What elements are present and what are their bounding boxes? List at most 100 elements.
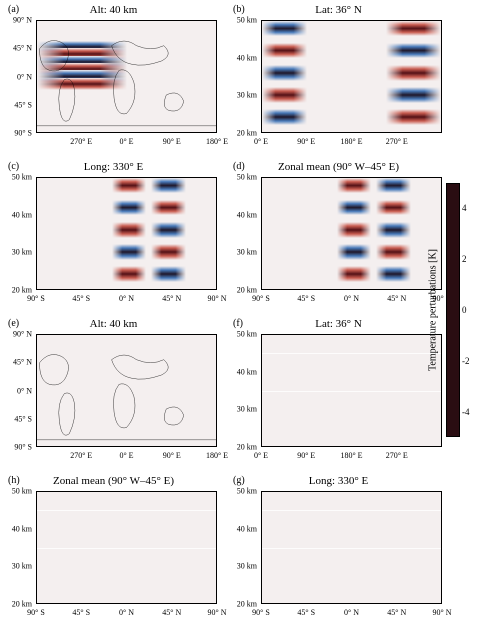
- wave-band: [151, 222, 186, 238]
- x-tick: 90° N: [208, 294, 227, 303]
- y-tick: 50 km: [12, 487, 32, 496]
- ref-line: [262, 510, 441, 511]
- wave-band: [386, 21, 441, 37]
- wave-band: [112, 244, 147, 260]
- x-tick: 90° E: [163, 451, 181, 460]
- wave-band: [151, 200, 186, 216]
- x-tick: 180° E: [340, 451, 362, 460]
- x-tick: 0° N: [344, 608, 359, 617]
- panel-title: Long: 330° E: [231, 475, 446, 487]
- wave-band: [386, 87, 441, 103]
- y-tick: 50 km: [237, 487, 257, 496]
- panel-title: Lat: 36° N: [231, 318, 446, 330]
- ref-line: [37, 510, 216, 511]
- y-tick: 40 km: [12, 210, 32, 219]
- figure-grid: (a)Alt: 40 km 90° S45° S0° N45° N90° N27…: [6, 4, 446, 622]
- panel-e: (e)Alt: 40 km 90° S45° S0° N45° N90° N27…: [6, 318, 221, 465]
- y-tick: 90° N: [13, 16, 32, 25]
- y-ticks: 20 km30 km40 km50 km: [231, 20, 259, 133]
- y-tick: 40 km: [237, 524, 257, 533]
- y-tick: 30 km: [237, 562, 257, 571]
- ref-line: [262, 391, 441, 392]
- y-ticks: 20 km30 km40 km50 km: [231, 334, 259, 447]
- plot-area: [261, 491, 442, 604]
- x-tick: 45° N: [162, 608, 181, 617]
- x-tick: 45° N: [162, 294, 181, 303]
- wave-band: [112, 200, 147, 216]
- y-tick: 50 km: [237, 173, 257, 182]
- y-tick: 40 km: [12, 524, 32, 533]
- x-tick: 90° S: [27, 294, 45, 303]
- wave-band: [376, 222, 411, 238]
- x-ticks: 90° S45° S0° N45° N90° N: [261, 292, 442, 308]
- colorbar-label: Temperature perturbations [K]: [427, 249, 438, 371]
- x-tick: 90° N: [208, 608, 227, 617]
- y-tick: 40 km: [237, 367, 257, 376]
- plot-area: [261, 334, 442, 447]
- wave-band: [386, 43, 441, 59]
- y-tick: 90° S: [14, 443, 32, 452]
- y-tick: 90° S: [14, 129, 32, 138]
- wave-band: [337, 222, 372, 238]
- y-ticks: 90° S45° S0° N45° N90° N: [6, 334, 34, 447]
- wave-band: [337, 266, 372, 282]
- x-tick: 45° N: [387, 294, 406, 303]
- x-tick: 270° E: [386, 451, 408, 460]
- panel-d: (d)Zonal mean (90° W–45° E)20 km30 km40 …: [231, 161, 446, 308]
- plot-area: [36, 334, 217, 447]
- y-tick: 40 km: [237, 53, 257, 62]
- wave-band: [151, 244, 186, 260]
- colorbar-tick: 4: [462, 203, 467, 213]
- panel-c: (c)Long: 330° E20 km30 km40 km50 km90° S…: [6, 161, 221, 308]
- wave-band: [376, 200, 411, 216]
- x-tick: 90° S: [252, 608, 270, 617]
- x-tick: 90° E: [163, 137, 181, 146]
- y-tick: 0° N: [17, 72, 32, 81]
- y-tick: 0° N: [17, 386, 32, 395]
- y-tick: 30 km: [237, 91, 257, 100]
- wave-band: [262, 21, 307, 37]
- y-ticks: 20 km30 km40 km50 km: [6, 491, 34, 604]
- x-tick: 90° E: [297, 451, 315, 460]
- y-tick: 30 km: [12, 562, 32, 571]
- x-tick: 90° S: [252, 294, 270, 303]
- panel-h: (h)Zonal mean (90° W–45° E)20 km30 km40 …: [6, 475, 221, 622]
- x-ticks: 270° E0° E90° E180° E: [36, 135, 217, 151]
- panel-title: Zonal mean (90° W–45° E): [231, 161, 446, 173]
- x-tick: 180° E: [206, 137, 228, 146]
- x-tick: 45° N: [387, 608, 406, 617]
- wave-band: [337, 200, 372, 216]
- wave-band: [337, 178, 372, 194]
- x-tick: 270° E: [70, 137, 92, 146]
- y-ticks: 20 km30 km40 km50 km: [231, 491, 259, 604]
- wave-band: [112, 178, 147, 194]
- y-tick: 40 km: [237, 210, 257, 219]
- x-tick: 0° N: [119, 608, 134, 617]
- panel-title: Zonal mean (90° W–45° E): [6, 475, 221, 487]
- colorbar-tick: 2: [462, 254, 467, 264]
- plot-area: [36, 177, 217, 290]
- x-tick: 0° E: [254, 451, 268, 460]
- wave-band: [337, 244, 372, 260]
- x-tick: 180° E: [340, 137, 362, 146]
- panel-a: (a)Alt: 40 km 90° S45° S0° N45° N90° N27…: [6, 4, 221, 151]
- x-tick: 45° S: [72, 294, 90, 303]
- wave-band: [112, 222, 147, 238]
- ref-line: [262, 548, 441, 549]
- colorbar-gradient: [446, 183, 460, 437]
- x-tick: 0° N: [344, 294, 359, 303]
- y-ticks: 90° S45° S0° N45° N90° N: [6, 20, 34, 133]
- panel-g: (g)Long: 330° E20 km30 km40 km50 km90° S…: [231, 475, 446, 622]
- y-tick: 45° N: [13, 44, 32, 53]
- wave-band: [376, 178, 411, 194]
- panel-b: (b)Lat: 36° N20 km30 km40 km50 km0° E90°…: [231, 4, 446, 151]
- x-ticks: 0° E90° E180° E270° E: [261, 135, 442, 151]
- y-tick: 50 km: [237, 16, 257, 25]
- y-tick: 45° S: [14, 414, 32, 423]
- colorbar-ticks: -4-2024: [462, 183, 480, 437]
- panel-title: Lat: 36° N: [231, 4, 446, 16]
- wave-band: [112, 266, 147, 282]
- panel-title: Long: 330° E: [6, 161, 221, 173]
- y-ticks: 20 km30 km40 km50 km: [231, 177, 259, 290]
- panel-title: Alt: 40 km: [6, 4, 221, 16]
